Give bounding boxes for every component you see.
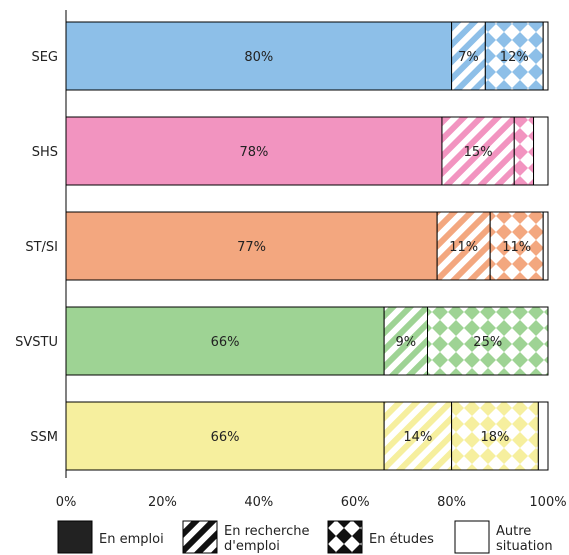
data-label-seg-en-emploi: 80% [244,50,273,65]
legend-label-en-tudes: En études [369,532,434,547]
category-label-svstu: SVSTU [15,335,58,350]
category-label-seg: SEG [31,50,58,65]
bar-shs-en-recherche-d-emploi [441,116,515,186]
data-label-svstu-en-recherche-d-emploi: 9% [395,335,416,350]
category-label-ssm: SSM [30,430,58,445]
data-label-svstu-en-emploi: 66% [211,335,240,350]
x-tick-label-1: 20% [148,495,177,510]
bar-ssm-en-tudes [451,401,539,471]
data-label-ssm-en-tudes: 18% [481,430,510,445]
bar-seg-en-emploi [65,21,453,91]
data-label-shs-en-recherche-d-emploi: 15% [464,145,493,160]
bar-ssm-en-recherche-d-emploi [383,401,453,471]
bar-st-si-autre-situation [542,211,549,281]
data-label-shs-en-emploi: 78% [240,145,269,160]
category-label-st-si: ST/SI [25,240,58,255]
legend-label-en-recherche-d-emploi: En recherche d'emploi [224,524,309,554]
x-tick-label-3: 60% [341,495,370,510]
bar-st-si-en-emploi [65,211,438,281]
data-label-ssm-en-emploi: 66% [211,430,240,445]
x-tick-label-4: 80% [437,495,466,510]
bar-ssm-autre-situation [537,401,549,471]
x-tick-label-0: 0% [56,495,77,510]
legend-swatch-autre-situation [454,520,490,554]
bar-shs-en-tudes [513,116,535,186]
bar-ssm-en-emploi [65,401,385,471]
legend: En emploi En recherche d'emploi En études Au… [57,520,553,554]
bar-st-si-en-recherche-d-emploi [436,211,491,281]
legend-label-autre-situation: Autre situation [496,524,553,554]
data-label-svstu-en-tudes: 25% [473,335,502,350]
category-labels: SEG SHS ST/SI SVSTU SSM [15,50,58,445]
data-label-seg-en-recherche-d-emploi: 7% [458,50,479,65]
category-label-shs: SHS [32,145,58,160]
bar-svstu-en-recherche-d-emploi [383,306,428,376]
bar-shs-en-emploi [65,116,443,186]
legend-label-en-emploi: En emploi [99,532,164,547]
data-label-st-si-en-recherche-d-emploi: 11% [449,240,478,255]
x-tick-label-5: 100% [529,495,566,510]
data-label-seg-en-tudes: 12% [500,50,529,65]
bar-seg-en-recherche-d-emploi [451,21,486,91]
bar-shs-autre-situation [533,116,549,186]
bar-seg-autre-situation [542,21,549,91]
legend-swatch-en-tudes [327,520,363,554]
data-label-ssm-en-recherche-d-emploi: 14% [403,430,432,445]
x-axis-ticks: 0% 20% 40% 60% 80% 100% [56,495,567,510]
data-label-st-si-en-tudes: 11% [502,240,531,255]
bar-svstu-en-tudes [427,306,549,376]
bars-layer: 80% 7% 12% 78% 15% 77% 11% 11% 66% 9% 25% 66% 14% 18% [65,21,549,471]
bar-seg-en-tudes [484,21,544,91]
legend-swatch-en-emploi [57,520,93,554]
data-label-st-si-en-emploi: 77% [237,240,266,255]
legend-swatch-en-recherche-d-emploi [182,520,218,554]
x-tick-label-2: 40% [244,495,273,510]
bar-st-si-en-tudes [489,211,544,281]
